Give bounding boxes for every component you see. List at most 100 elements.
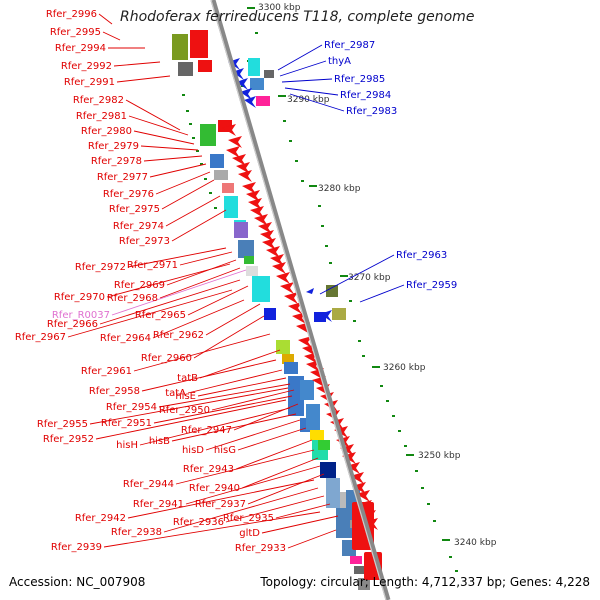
guide-dot	[301, 180, 304, 182]
gene-label-rfer-2991[interactable]: Rfer_2991	[64, 77, 115, 88]
gene-block	[214, 170, 228, 180]
gene-label-rfer-2979[interactable]: Rfer_2979	[88, 141, 139, 152]
gene-label-rfer-2936[interactable]: Rfer_2936	[173, 517, 224, 528]
label-leader	[237, 427, 307, 451]
gene-label-hisg[interactable]: hisG	[214, 445, 236, 456]
gene-label-rfer-2980[interactable]: Rfer_2980	[81, 126, 132, 137]
guide-dot	[455, 570, 458, 572]
gene-label-rfer-2942[interactable]: Rfer_2942	[75, 513, 126, 524]
gene-label-rfer-2959[interactable]: Rfer_2959	[406, 280, 457, 291]
gene-label-rfer-2937[interactable]: Rfer_2937	[195, 499, 246, 510]
gene-label-rfer-2995[interactable]: Rfer_2995	[50, 27, 101, 38]
gene-label-rfer-2996[interactable]: Rfer_2996	[46, 9, 97, 20]
gene-label-hisd[interactable]: hisD	[182, 445, 204, 456]
label-leader	[89, 387, 289, 425]
gene-label-rfer-2983[interactable]: Rfer_2983	[346, 106, 397, 117]
label-leader	[359, 284, 405, 303]
gene-block	[246, 266, 258, 276]
gene-label-rfer-2987[interactable]: Rfer_2987	[324, 40, 375, 51]
gene-label-rfer-2960[interactable]: Rfer_2960	[141, 353, 192, 364]
gene-label-rfer-2935[interactable]: Rfer_2935	[223, 513, 274, 524]
gene-block	[200, 124, 216, 146]
gene-label-rfer-2963[interactable]: Rfer_2963	[396, 250, 447, 261]
gene-label-tatb[interactable]: tatB	[177, 373, 198, 384]
gene-label-rfer-2941[interactable]: Rfer_2941	[133, 499, 184, 510]
label-leader	[187, 369, 283, 394]
label-leader	[106, 263, 231, 298]
label-leader	[241, 457, 319, 489]
guide-dot	[380, 385, 383, 387]
label-leader	[152, 299, 245, 339]
gene-label-hise[interactable]: hisE	[175, 391, 196, 402]
gene-label-rfer-2955[interactable]: Rfer_2955	[37, 419, 88, 430]
guide-dot	[325, 245, 328, 247]
gene-label-tata[interactable]: tatA	[165, 388, 186, 399]
reverse-arrow	[284, 292, 298, 304]
gene-label-rfer-2975[interactable]: Rfer_2975	[109, 204, 160, 215]
guide-dot	[209, 192, 212, 194]
gene-label-rfer-2958[interactable]: Rfer_2958	[89, 386, 140, 397]
gene-label-rfer-2940[interactable]: Rfer_2940	[189, 483, 240, 494]
gene-label-rfer-2985[interactable]: Rfer_2985	[334, 74, 385, 85]
gene-label-rfer-2970[interactable]: Rfer_2970	[54, 292, 105, 303]
gene-label-rfer-2964[interactable]: Rfer_2964	[100, 333, 151, 344]
gene-label-rfer-2952[interactable]: Rfer_2952	[43, 434, 94, 445]
label-leader	[139, 407, 291, 446]
gene-label-rfer-2971[interactable]: Rfer_2971	[127, 260, 178, 271]
gene-label-rfer-2982[interactable]: Rfer_2982	[73, 95, 124, 106]
forward-arrow	[306, 288, 314, 294]
label-leader	[261, 515, 339, 534]
guide-dot	[214, 207, 217, 209]
gene-block	[284, 362, 298, 374]
gene-label-rfer-r0037[interactable]: Rfer_R0037	[52, 310, 110, 321]
gene-label-rfer-2973[interactable]: Rfer_2973	[119, 236, 170, 247]
label-leader	[171, 209, 227, 242]
gene-block	[264, 70, 274, 78]
gene-label-rfer-2950[interactable]: Rfer_2950	[159, 405, 210, 416]
gene-block	[234, 222, 248, 238]
reverse-arrow	[248, 198, 262, 210]
gene-label-rfer-2967[interactable]: Rfer_2967	[15, 332, 66, 343]
label-leader	[225, 495, 325, 523]
tick-label: 3240 kbp	[454, 538, 497, 548]
gene-label-rfer-2938[interactable]: Rfer_2938	[111, 527, 162, 538]
gene-label-rfer-2972[interactable]: Rfer_2972	[75, 262, 126, 273]
guide-dot	[358, 340, 361, 342]
gene-label-rfer-2969[interactable]: Rfer_2969	[114, 280, 165, 291]
gene-label-rfer-2981[interactable]: Rfer_2981	[76, 111, 127, 122]
gene-label-rfer-2951[interactable]: Rfer_2951	[101, 418, 152, 429]
gene-block	[248, 58, 260, 76]
gene-label-rfer-2962[interactable]: Rfer_2962	[153, 330, 204, 341]
gene-label-rfer-2933[interactable]: Rfer_2933	[235, 543, 286, 554]
guide-dot	[283, 120, 286, 122]
gene-label-rfer-2994[interactable]: Rfer_2994	[55, 43, 106, 54]
gene-block	[244, 256, 254, 264]
backbone-line	[210, 0, 391, 600]
tick-label: 3270 kbp	[348, 273, 391, 283]
gene-label-hish[interactable]: hisH	[116, 440, 138, 451]
gene-label-rfer-2961[interactable]: Rfer_2961	[81, 366, 132, 377]
guide-dot	[204, 178, 207, 180]
gene-label-gltd[interactable]: gltD	[239, 528, 260, 539]
gene-label-rfer-2992[interactable]: Rfer_2992	[61, 61, 112, 72]
gene-label-rfer-2939[interactable]: Rfer_2939	[51, 542, 102, 553]
gene-label-hisb[interactable]: hisB	[149, 436, 170, 447]
gene-label-rfer-2984[interactable]: Rfer_2984	[340, 90, 391, 101]
gene-label-rfer-2968[interactable]: Rfer_2968	[107, 293, 158, 304]
gene-label-rfer-2944[interactable]: Rfer_2944	[123, 479, 174, 490]
gene-label-rfer-2965[interactable]: Rfer_2965	[135, 310, 186, 321]
gene-label-thya[interactable]: thyA	[328, 56, 351, 67]
gene-label-rfer-2966[interactable]: Rfer_2966	[47, 319, 98, 330]
gene-label-rfer-2947[interactable]: Rfer_2947	[181, 425, 232, 436]
gene-label-rfer-2977[interactable]: Rfer_2977	[97, 172, 148, 183]
gene-label-rfer-2974[interactable]: Rfer_2974	[113, 221, 164, 232]
gene-block	[178, 62, 193, 76]
guide-dot	[415, 470, 418, 472]
gene-label-rfer-2954[interactable]: Rfer_2954	[106, 402, 157, 413]
label-leader	[163, 487, 319, 533]
gene-block	[238, 240, 254, 258]
gene-label-rfer-2978[interactable]: Rfer_2978	[91, 156, 142, 167]
gene-label-rfer-2943[interactable]: Rfer_2943	[183, 464, 234, 475]
gene-label-rfer-2976[interactable]: Rfer_2976	[103, 189, 154, 200]
